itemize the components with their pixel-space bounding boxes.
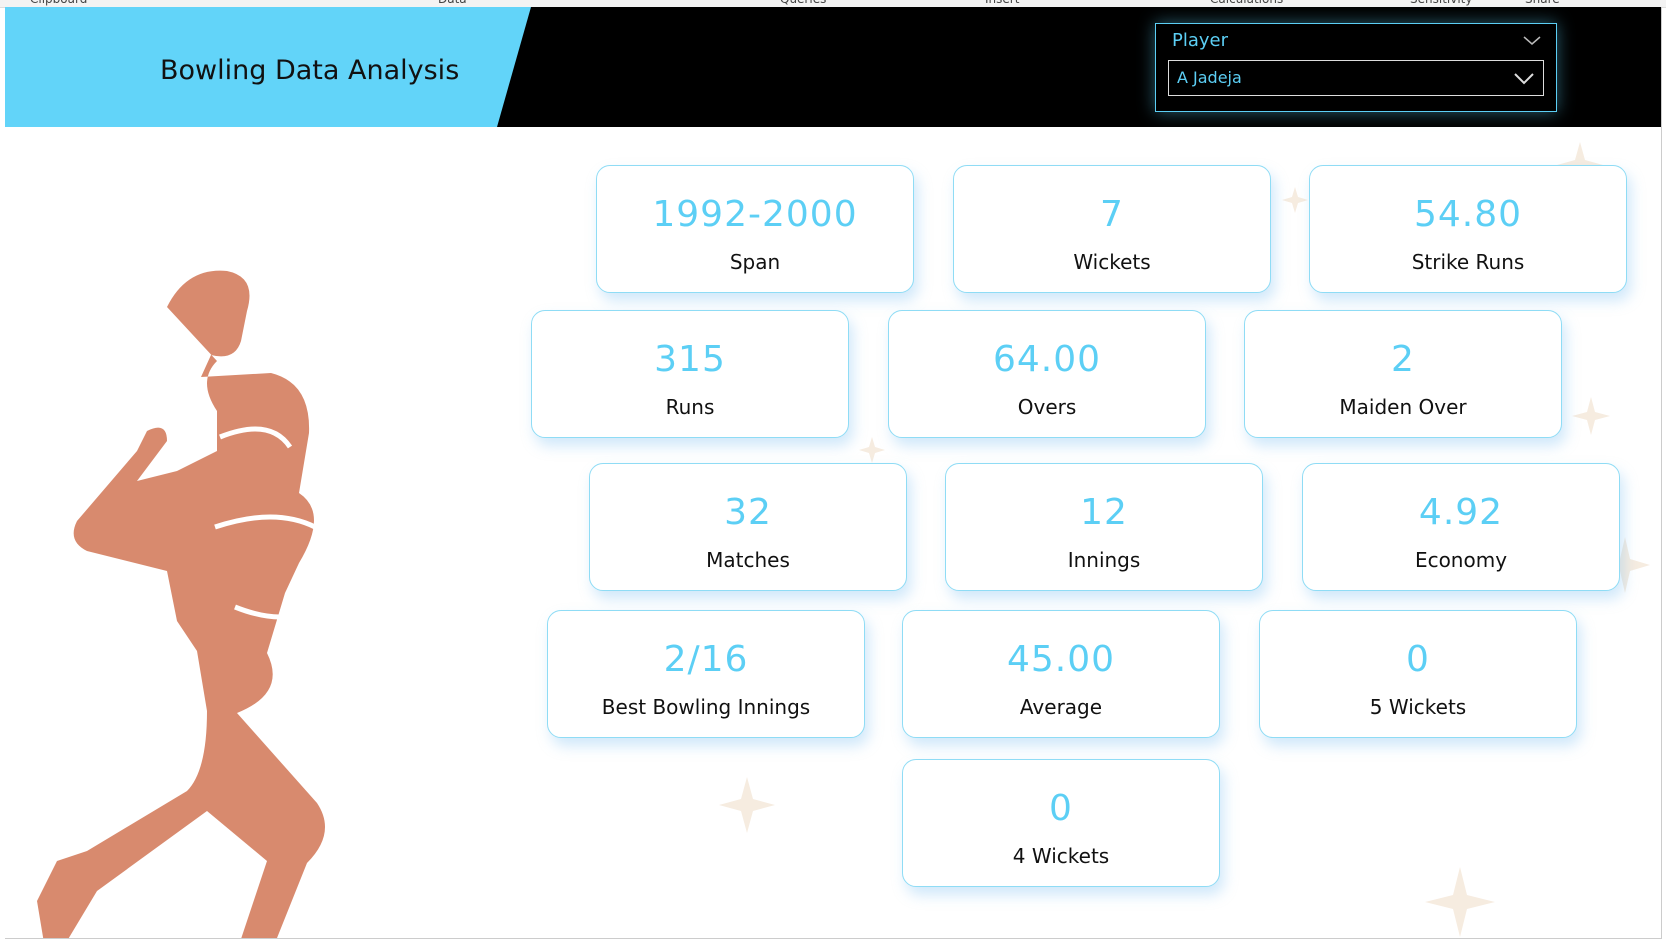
kpi-card: 12 Innings <box>945 463 1263 591</box>
title-band <box>5 7 531 127</box>
report-title: Bowling Data Analysis <box>160 55 460 86</box>
kpi-card: 2 Maiden Over <box>1244 310 1562 438</box>
ribbon-label: Queries <box>780 0 826 6</box>
kpi-label: Innings <box>1067 548 1141 572</box>
kpi-value: 315 <box>654 339 726 380</box>
kpi-card: 2/16 Best Bowling Innings <box>547 610 865 738</box>
kpi-card: 1992-2000 Span <box>596 165 914 293</box>
ribbon-label: Sensitivity <box>1410 0 1472 6</box>
kpi-label: Best Bowling Innings <box>601 695 811 719</box>
kpi-value: 0 <box>1049 788 1073 829</box>
kpi-label: Maiden Over <box>1339 395 1467 419</box>
dropdown-arrow[interactable] <box>1513 72 1535 86</box>
kpi-card: 45.00 Average <box>902 610 1220 738</box>
kpi-value: 32 <box>724 492 772 533</box>
kpi-value: 2 <box>1391 339 1415 380</box>
kpi-card: 0 5 Wickets <box>1259 610 1577 738</box>
kpi-value: 0 <box>1406 639 1430 680</box>
kpi-value: 1992-2000 <box>652 194 858 235</box>
slicer-dropdown[interactable]: A Jadeja <box>1168 60 1544 96</box>
header-band <box>5 7 531 127</box>
slicer-value: A Jadeja <box>1177 68 1242 87</box>
kpi-value: 4.92 <box>1418 492 1504 533</box>
kpi-label: 5 Wickets <box>1369 695 1467 719</box>
ribbon-label: Share <box>1525 0 1560 6</box>
kpi-card: 54.80 Strike Runs <box>1309 165 1627 293</box>
kpi-label: Span <box>729 250 781 274</box>
kpi-card: 7 Wickets <box>953 165 1271 293</box>
kpi-label: Wickets <box>1073 250 1151 274</box>
slicer-label: Player <box>1172 30 1229 51</box>
collapse-icon[interactable] <box>1522 34 1542 48</box>
kpi-card: 32 Matches <box>589 463 907 591</box>
bowler-outline <box>214 426 337 775</box>
kpi-label: 4 Wickets <box>1012 844 1110 868</box>
kpi-label: Runs <box>665 395 715 419</box>
decorations <box>37 142 1650 938</box>
kpi-label: Strike Runs <box>1411 250 1525 274</box>
ribbon-label: Data <box>438 0 467 6</box>
kpi-label: Economy <box>1414 548 1508 572</box>
kpi-label: Average <box>1019 695 1103 719</box>
kpi-card: 4.92 Economy <box>1302 463 1620 591</box>
kpi-value: 64.00 <box>992 339 1102 380</box>
kpi-label: Overs <box>1017 395 1077 419</box>
bowler-illustration <box>37 270 325 938</box>
kpi-card: 0 4 Wickets <box>902 759 1220 887</box>
kpi-label: Matches <box>706 548 790 572</box>
kpi-value: 45.00 <box>1006 639 1116 680</box>
kpi-value: 2/16 <box>663 639 749 680</box>
ribbon-label: Clipboard <box>30 0 87 6</box>
ribbon-label: Insert <box>985 0 1019 6</box>
kpi-card: 315 Runs <box>531 310 849 438</box>
kpi-value: 54.80 <box>1413 194 1523 235</box>
kpi-value: 12 <box>1080 492 1128 533</box>
player-slicer[interactable]: Player A Jadeja <box>1155 23 1557 112</box>
kpi-value: 7 <box>1100 194 1124 235</box>
kpi-card: 64.00 Overs <box>888 310 1206 438</box>
ribbon-label: Calculations <box>1210 0 1283 6</box>
